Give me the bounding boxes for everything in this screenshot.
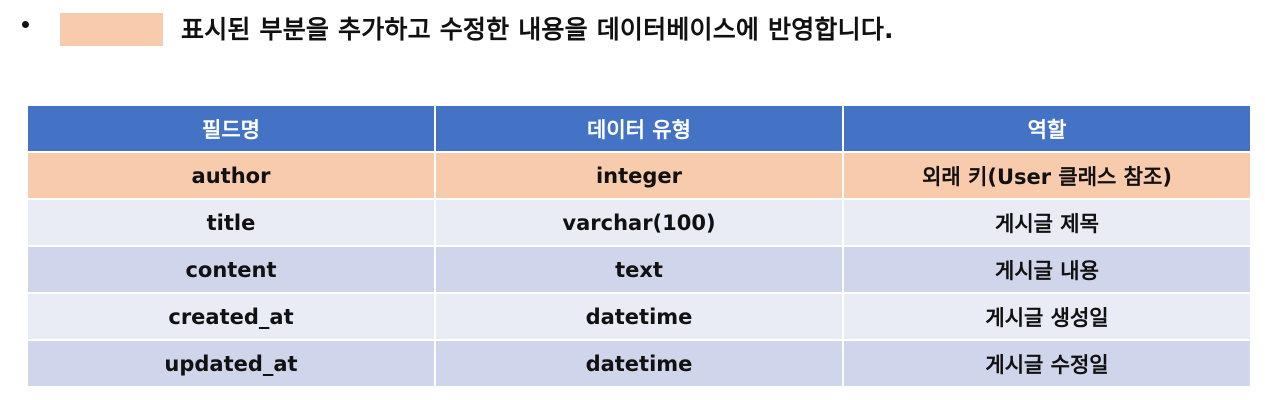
fields-table: 필드명 데이터 유형 역할 author integer 외래 키(User 클… bbox=[26, 104, 1252, 388]
cell-role: 게시글 생성일 bbox=[842, 292, 1252, 341]
cell-field-name: created_at bbox=[26, 292, 436, 341]
table-header: 필드명 데이터 유형 역할 bbox=[26, 104, 1252, 153]
bullet-icon bbox=[22, 21, 29, 28]
table-row: author integer 외래 키(User 클래스 참조) bbox=[26, 151, 1252, 200]
cell-field-name: updated_at bbox=[26, 339, 436, 388]
table-body: author integer 외래 키(User 클래스 참조) title v… bbox=[26, 151, 1252, 388]
table-row: content text 게시글 내용 bbox=[26, 245, 1252, 294]
legend-text: 표시된 부분을 추가하고 수정한 내용을 데이터베이스에 반영합니다. bbox=[181, 15, 894, 44]
header-field-name: 필드명 bbox=[26, 104, 436, 153]
table-row: updated_at datetime 게시글 수정일 bbox=[26, 339, 1252, 388]
table-row: created_at datetime 게시글 생성일 bbox=[26, 292, 1252, 341]
cell-data-type: datetime bbox=[434, 339, 844, 388]
header-data-type: 데이터 유형 bbox=[434, 104, 844, 153]
cell-data-type: text bbox=[434, 245, 844, 294]
cell-role: 게시글 내용 bbox=[842, 245, 1252, 294]
cell-field-name: title bbox=[26, 198, 436, 247]
cell-role: 외래 키(User 클래스 참조) bbox=[842, 151, 1252, 200]
cell-role: 게시글 수정일 bbox=[842, 339, 1252, 388]
table-row: title varchar(100) 게시글 제목 bbox=[26, 198, 1252, 247]
header-row: 필드명 데이터 유형 역할 bbox=[26, 104, 1252, 153]
cell-field-name: author bbox=[26, 151, 436, 200]
cell-field-name: content bbox=[26, 245, 436, 294]
legend-row: 표시된 부분을 추가하고 수정한 내용을 데이터베이스에 반영합니다. bbox=[0, 0, 1265, 60]
highlight-swatch bbox=[60, 13, 163, 46]
cell-role: 게시글 제목 bbox=[842, 198, 1252, 247]
header-role: 역할 bbox=[842, 104, 1252, 153]
cell-data-type: integer bbox=[434, 151, 844, 200]
cell-data-type: datetime bbox=[434, 292, 844, 341]
cell-data-type: varchar(100) bbox=[434, 198, 844, 247]
